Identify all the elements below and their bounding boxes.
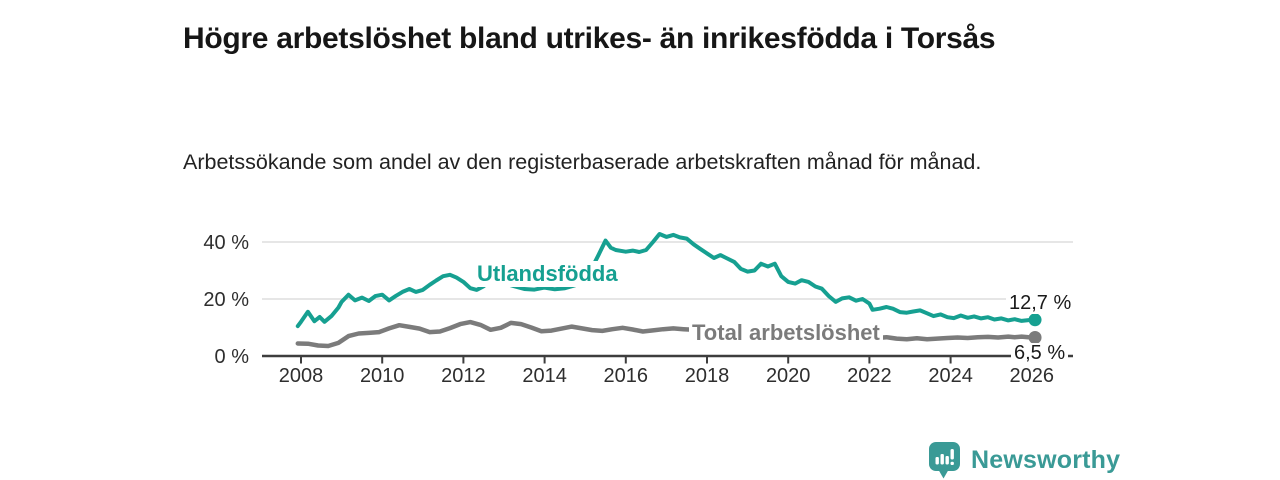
x-tick-label: 2022 xyxy=(847,365,892,387)
newsworthy-bubble-chart-icon xyxy=(929,442,960,479)
series-end-dot-0 xyxy=(1028,313,1042,327)
y-tick-label: 0 % xyxy=(215,346,250,368)
series-label-total-arbetsloshet: Total arbetslöshet xyxy=(689,320,883,346)
x-tick-label: 2026 xyxy=(1010,365,1055,387)
x-tick-label: 2012 xyxy=(441,365,486,387)
chart-title: Högre arbetslöshet bland utrikes- än inr… xyxy=(183,22,996,56)
series-line-1 xyxy=(295,319,1038,349)
series-end-dot-1 xyxy=(1028,330,1042,344)
x-tick-label: 2018 xyxy=(685,365,730,387)
y-tick-label: 40 % xyxy=(203,232,249,254)
x-tick-label: 2008 xyxy=(279,365,324,387)
end-value-utlandsfodda: 12,7 % xyxy=(1006,293,1075,314)
x-tick-label: 2020 xyxy=(766,365,811,387)
chart-subtitle: Arbetssökande som andel av den registerb… xyxy=(183,149,982,174)
end-value-total: 6,5 % xyxy=(1011,343,1069,364)
y-tick-label: 20 % xyxy=(203,289,249,311)
series-label-utlandsfodda: Utlandsfödda xyxy=(474,261,621,287)
x-tick-label: 2024 xyxy=(928,365,973,387)
series-line-0 xyxy=(295,232,1037,329)
x-tick-label: 2014 xyxy=(522,365,567,387)
newsworthy-wordmark: Newsworthy xyxy=(971,445,1121,474)
newsworthy-logo[interactable]: Newsworthy xyxy=(928,441,1120,479)
x-tick-label: 2010 xyxy=(360,365,405,387)
x-tick-label: 2016 xyxy=(604,365,649,387)
